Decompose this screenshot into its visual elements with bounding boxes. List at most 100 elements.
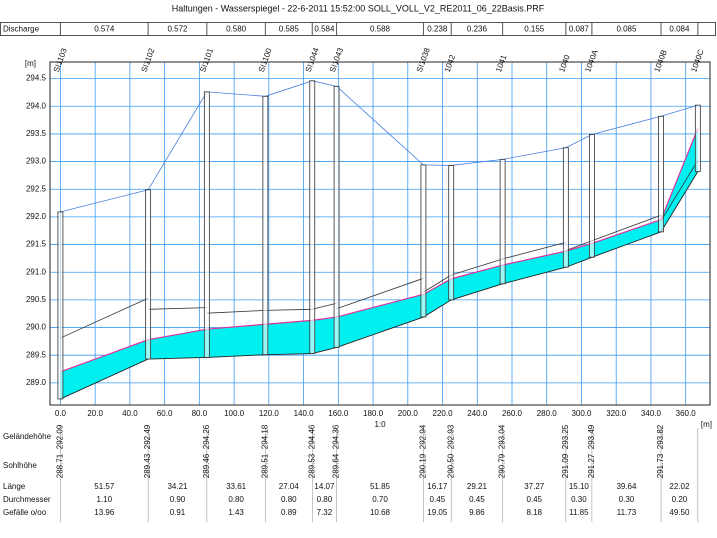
plot-frame: [49, 61, 711, 406]
ground-value: 292.49: [143, 424, 152, 449]
discharge-value: 0.085: [616, 25, 637, 34]
y-tick-label: 292.5: [26, 184, 47, 193]
pipe-crown: [660, 160, 699, 221]
ground-value: 293.49: [587, 424, 596, 449]
diameter-value: 0.30: [619, 495, 635, 504]
y-tick-label: 289.5: [26, 350, 47, 359]
x-tick-label: 200.0: [398, 409, 419, 418]
slope-value: 7.32: [317, 508, 333, 517]
diameter-value: 0.80: [228, 495, 244, 504]
discharge-value: 0.238: [427, 25, 448, 34]
diameter-value: 0.80: [317, 495, 333, 504]
x-tick-label: 100.0: [224, 409, 245, 418]
pipe-crown: [591, 214, 662, 242]
invert-value: 289.64: [332, 453, 341, 478]
diameter-value: 0.45: [469, 495, 485, 504]
diameter-value: 0.90: [170, 495, 186, 504]
manhole: [57, 211, 64, 400]
ground-value: 293.82: [656, 424, 665, 449]
ground-value: 292.94: [419, 424, 428, 449]
invert-value: 291.73: [656, 453, 665, 478]
slope-value: 13.96: [94, 508, 115, 517]
ground-value: 292.09: [56, 424, 65, 449]
invert-value: 290.50: [446, 453, 455, 478]
length-value: 22.02: [669, 482, 690, 491]
manhole: [333, 85, 340, 348]
x-axis-label: [m]: [701, 420, 712, 429]
slope-value: 1.43: [228, 508, 244, 517]
slope-value: 11.73: [617, 508, 637, 517]
manhole: [203, 91, 210, 358]
manhole: [448, 165, 455, 301]
x-tick-label: 20.0: [87, 409, 103, 418]
y-tick-label: 292.0: [26, 212, 47, 221]
discharge-value: 0.588: [370, 25, 391, 34]
y-tick-label: 290.0: [26, 323, 47, 332]
manhole: [420, 164, 427, 318]
length-value: 29.21: [467, 482, 488, 491]
y-tick-label: 291.5: [26, 240, 47, 249]
discharge-value: 0.572: [167, 25, 188, 34]
manhole-name: SI1043: [328, 46, 345, 73]
invert-value: 290.19: [419, 453, 428, 478]
diameter-value: 0.80: [281, 495, 297, 504]
invert-value: 291.09: [561, 453, 570, 478]
manhole-name: 1040: [557, 53, 572, 73]
invert-line: [60, 171, 699, 400]
manhole-name: SI1038: [415, 46, 432, 73]
pipe-crown: [336, 277, 424, 310]
invert-value: 290.79: [498, 453, 507, 478]
length-value: 16.17: [427, 482, 448, 491]
manhole-name: SI1103: [52, 47, 69, 74]
manhole-name: 1042: [443, 53, 458, 73]
ground-line: [60, 80, 698, 213]
water-area: [60, 128, 698, 399]
diameter-value: 1.10: [96, 495, 112, 504]
manhole: [499, 158, 506, 285]
manhole-name: SI1102: [140, 47, 157, 74]
scale-label: 1:0: [374, 420, 386, 429]
invert-value: 289.51: [260, 453, 269, 478]
slope-value: 0.91: [170, 508, 186, 517]
manhole-name: SI1101: [198, 47, 215, 74]
length-value: 33.61: [226, 482, 247, 491]
manhole: [562, 147, 569, 268]
pipe-crown: [451, 258, 503, 276]
invert-value: 288.71: [56, 453, 65, 478]
length-value: 15.10: [569, 482, 590, 491]
length-value: 27.04: [279, 482, 300, 491]
y-tick-label: 293.5: [26, 129, 47, 138]
ground-value: 294.26: [202, 424, 211, 449]
length-value: 37.27: [524, 482, 545, 491]
diameter-value: 0.70: [372, 495, 388, 504]
slope-value: 49.50: [669, 508, 690, 517]
ground-value: 294.46: [307, 424, 316, 449]
row-label: Durchmesser: [3, 495, 51, 504]
length-value: 14.07: [314, 482, 335, 491]
y-tick-label: 294.0: [26, 101, 47, 110]
manhole-name: 1040B: [652, 49, 668, 74]
ground-value: 292.93: [446, 424, 455, 449]
manhole: [658, 115, 664, 233]
slope-value: 0.89: [281, 508, 297, 517]
x-tick-label: 280.0: [537, 409, 558, 418]
diameter-value: 0.45: [526, 495, 542, 504]
discharge-value: 0.236: [467, 25, 488, 34]
pipe-crown: [502, 241, 566, 260]
x-tick-label: 240.0: [467, 409, 488, 418]
pipe-crown: [565, 240, 593, 252]
pipe-crown: [265, 308, 313, 311]
slope-value: 11.85: [569, 508, 589, 517]
manhole-name: 1040A: [583, 48, 600, 73]
chart-title: Haltungen - Wasserspiegel - 22-6-2011 15…: [172, 3, 545, 13]
y-tick-label: 291.0: [26, 267, 47, 276]
manhole-name: SI1100: [257, 47, 274, 74]
discharge-value: 0.584: [314, 25, 335, 34]
x-tick-label: 340.0: [641, 409, 662, 418]
slope-value: 9.86: [469, 508, 485, 517]
x-tick-label: 160.0: [328, 409, 349, 418]
length-value: 34.21: [167, 482, 188, 491]
row-label: Sohlhöhe: [3, 461, 37, 470]
invert-value: 291.27: [587, 453, 596, 478]
